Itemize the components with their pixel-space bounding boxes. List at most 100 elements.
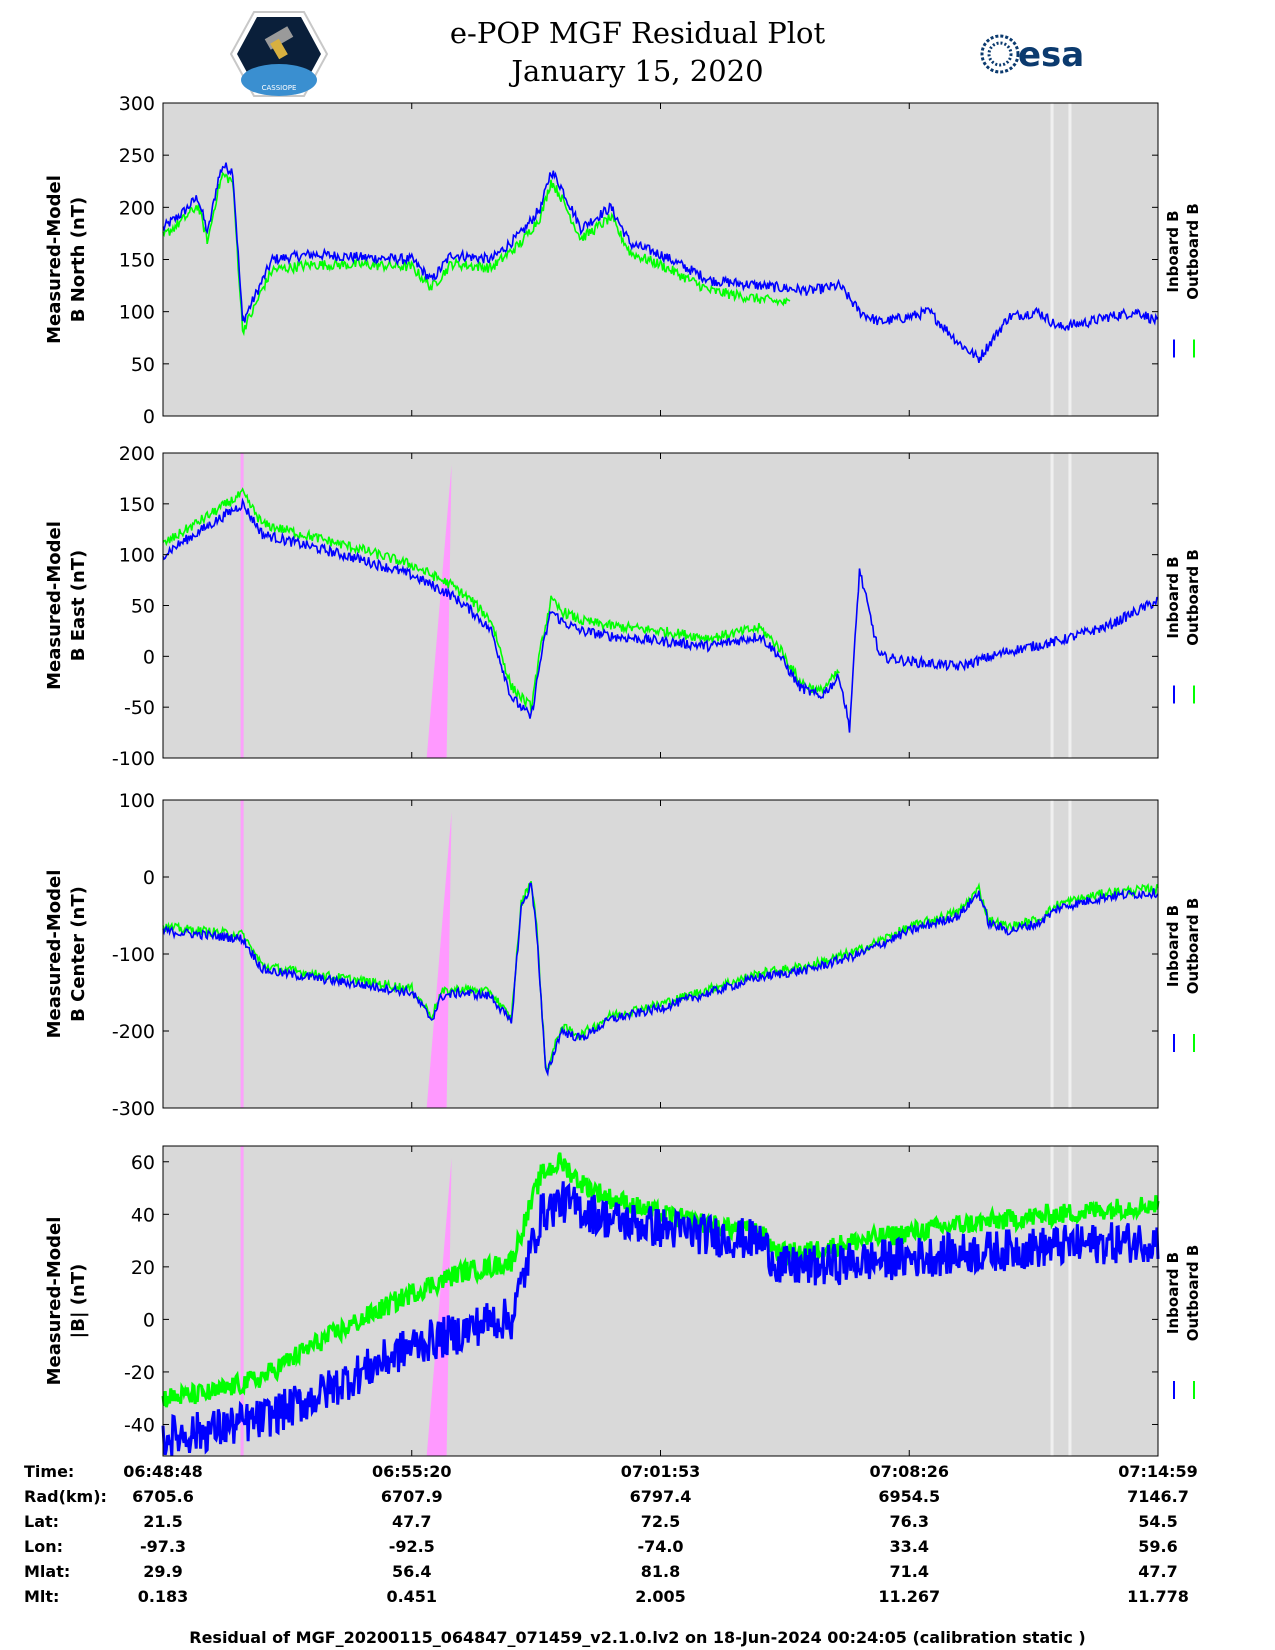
plot-date: January 15, 2020 xyxy=(511,54,764,88)
y-tick-label: 60 xyxy=(131,1152,155,1174)
y-tick-label: 0 xyxy=(143,646,155,668)
series-line-inboard xyxy=(162,162,1159,363)
ephemeris-value: 11.778 xyxy=(1127,1587,1189,1606)
y-tick-label: 0 xyxy=(143,406,155,428)
y-tick-label: 100 xyxy=(119,790,155,812)
y-axis-label-line1: Measured-Model xyxy=(44,175,65,344)
y-axis-label-line2: |B| (nT) xyxy=(68,1264,89,1339)
ephemeris-row-label: Mlat: xyxy=(24,1562,71,1581)
plot-title: e-POP MGF Residual Plot xyxy=(449,16,826,50)
panel-4: 60 40 20 0 -20 -40 Measured-Model |B| (nT) Inboa… xyxy=(44,1145,1202,1457)
ephemeris-value: 06:48:48 xyxy=(123,1462,203,1481)
legend-inboard-label: Inboard B xyxy=(1164,210,1182,292)
legend-inboard-label: Inboard B xyxy=(1164,905,1182,987)
y-tick-label: 50 xyxy=(131,354,155,376)
ephemeris-value: 6954.5 xyxy=(878,1487,941,1506)
ephemeris-row: Lat: 21.5 47.7 72.5 76.3 54.5 xyxy=(0,1512,1275,1537)
y-tick-label: -100 xyxy=(112,748,155,770)
y-tick-label: 150 xyxy=(119,250,155,272)
ephemeris-value: 71.4 xyxy=(889,1562,929,1581)
series-line-inboard xyxy=(162,882,1159,1077)
panel-1: 300 250 200 150 100 50 0 Measured-Model B North … xyxy=(44,93,1202,428)
ephemeris-value: 6705.6 xyxy=(132,1487,194,1506)
ephemeris-row-label: Mlt: xyxy=(24,1587,60,1606)
ephemeris-value: 59.6 xyxy=(1138,1537,1178,1556)
ephemeris-row-label: Lat: xyxy=(24,1512,60,1531)
y-axis-label-line2: B North (nT) xyxy=(68,197,89,323)
ephemeris-value: -92.5 xyxy=(388,1537,435,1556)
ephemeris-value: 11.267 xyxy=(878,1587,941,1606)
y-tick-label: 250 xyxy=(119,145,155,167)
title-block: e-POP MGF Residual Plot January 15, 2020 xyxy=(0,14,1275,90)
ephemeris-row: Mlat: 29.9 56.4 81.8 71.4 47.7 xyxy=(0,1562,1275,1587)
y-tick-label: -300 xyxy=(112,1098,155,1120)
data-gap-line xyxy=(1050,453,1054,758)
legend-inboard-label: Inboard B xyxy=(1164,556,1182,638)
ephemeris-value: -97.3 xyxy=(139,1537,187,1556)
ephemeris-value: 54.5 xyxy=(1138,1512,1178,1531)
ephemeris-value: 47.7 xyxy=(1138,1562,1178,1581)
y-tick-label: 150 xyxy=(119,494,155,516)
y-tick-label: -50 xyxy=(124,697,155,719)
data-gap-line xyxy=(1050,1146,1054,1456)
highlight-band xyxy=(240,1146,244,1456)
ephemeris-row: Time: 06:48:48 06:55:20 07:01:53 07:08:26 07:… xyxy=(0,1462,1275,1487)
y-axis-label: Measured-Model B North (nT) xyxy=(44,175,89,344)
series-line-inboard xyxy=(162,497,1158,733)
ephemeris-value: 56.4 xyxy=(392,1562,432,1581)
ephemeris-row: Lon: -97.3 -92.5 -74.0 33.4 59.6 xyxy=(0,1537,1275,1562)
highlight-wedge xyxy=(426,812,452,1108)
ephemeris-row-label: Rad(km): xyxy=(24,1487,107,1506)
ephemeris-value: 6797.4 xyxy=(629,1487,692,1506)
data-gap-line xyxy=(1050,103,1054,416)
data-gap-line xyxy=(1050,800,1054,1108)
ephemeris-value: 7146.7 xyxy=(1127,1487,1189,1506)
y-axis-label-line1: Measured-Model xyxy=(44,521,65,690)
ephemeris-value: -74.0 xyxy=(637,1537,684,1556)
ephemeris-row: Rad(km): 6705.6 6707.9 6797.4 6954.5 7146.7 xyxy=(0,1487,1275,1512)
y-axis-label: Measured-Model B East (nT) xyxy=(44,521,89,690)
panel-3: 100 0 -100 -200 -300 Measured-Model B Center (… xyxy=(44,790,1202,1120)
ephemeris-value: 07:01:53 xyxy=(620,1462,701,1481)
y-tick-label: 300 xyxy=(119,93,155,115)
ephemeris-value: 21.5 xyxy=(143,1512,183,1531)
y-tick-label: 200 xyxy=(119,197,155,219)
esa-logo-text: esa xyxy=(1018,35,1084,75)
y-axis-label: Measured-Model |B| (nT) xyxy=(44,1217,89,1386)
ephemeris-value: 47.7 xyxy=(392,1512,432,1531)
y-axis-label-line1: Measured-Model xyxy=(44,870,65,1039)
esa-logo: esa xyxy=(980,34,1084,75)
y-tick-label: -20 xyxy=(124,1362,155,1384)
y-tick-label: 100 xyxy=(119,302,155,324)
y-axis-label-line1: Measured-Model xyxy=(44,1217,65,1386)
y-tick-label: -100 xyxy=(112,944,155,966)
data-gap-line xyxy=(1068,103,1072,416)
y-axis-label-line2: B Center (nT) xyxy=(68,886,89,1022)
ephemeris-row-label: Time: xyxy=(24,1462,75,1481)
series-line-outboard xyxy=(162,880,1159,1073)
ephemeris-table: Time: 06:48:48 06:55:20 07:01:53 07:08:26 07:… xyxy=(0,1462,1275,1612)
legend-outboard-label: Outboard B xyxy=(1184,549,1202,646)
highlight-band xyxy=(240,800,244,1108)
data-gap-line xyxy=(1068,1146,1072,1456)
series-line-inboard xyxy=(161,1181,1160,1457)
plot-area xyxy=(163,1146,1158,1456)
series-line-outboard xyxy=(162,487,840,713)
y-tick-label: -40 xyxy=(124,1414,155,1436)
data-gap-line xyxy=(1068,800,1072,1108)
plot-area xyxy=(163,800,1158,1108)
footer-caption: Residual of MGF_20200115_064847_071459_v… xyxy=(189,1628,1086,1647)
series-line-outboard xyxy=(161,1152,1160,1408)
panel-2: 200 150 100 50 0 -50 -100 Measured-Model B East … xyxy=(44,443,1202,770)
ephemeris-value: 33.4 xyxy=(889,1537,929,1556)
series-line-outboard xyxy=(162,171,791,337)
ephemeris-value: 81.8 xyxy=(640,1562,681,1581)
y-tick-label: 20 xyxy=(131,1257,155,1279)
highlight-band xyxy=(240,453,244,758)
cassiope-logo-text: CASSIOPE xyxy=(262,84,297,92)
plot-area xyxy=(163,453,1158,758)
ephemeris-value: 07:14:59 xyxy=(1118,1462,1198,1481)
highlight-wedge xyxy=(426,1158,452,1456)
legend-outboard-label: Outboard B xyxy=(1184,203,1202,300)
y-tick-label: -200 xyxy=(112,1021,155,1043)
